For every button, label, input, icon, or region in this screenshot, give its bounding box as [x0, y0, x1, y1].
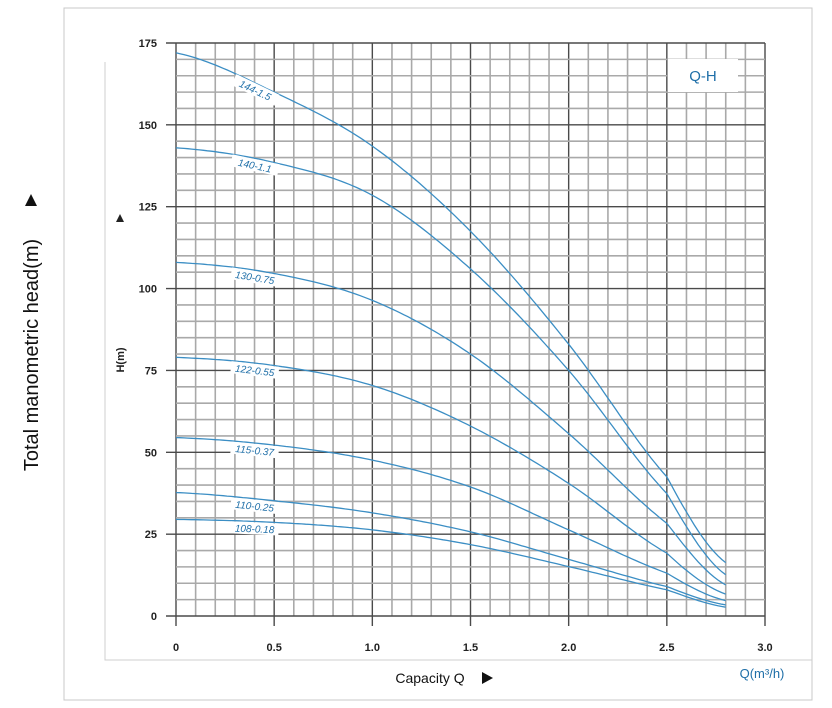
- x-tick-label: 1.0: [365, 642, 380, 654]
- x-tick-labels: 0 0.5 1.0 1.5 2.0 2.5 3.0: [173, 642, 773, 654]
- curve-110-0.25: [175, 491, 726, 606]
- curve-label-bg: [230, 521, 279, 536]
- curve-122-0.55: [175, 356, 726, 595]
- curve-label-text: 122-0.55: [234, 364, 275, 380]
- y-tick-label: 175: [139, 38, 157, 50]
- grid: [166, 42, 766, 626]
- y-tick-label: 25: [145, 529, 157, 541]
- curve-labels: 144-1.5140-1.1130-0.75122-0.55115-0.3711…: [230, 74, 280, 536]
- legend-box: [668, 59, 738, 92]
- x-tick-label: 0: [173, 642, 179, 654]
- x-tick-label: 0.5: [267, 642, 282, 654]
- x-axis-unit: Q(m³/h): [740, 666, 785, 681]
- y-tick-label: 50: [145, 447, 157, 459]
- x-tick-label: 2.5: [659, 642, 674, 654]
- y-tick-label: 75: [145, 365, 157, 377]
- y-axis-title-arrow-icon: [25, 194, 37, 206]
- curve-label-110-0.25: 110-0.25: [230, 497, 280, 515]
- y-tick-label: 100: [139, 284, 157, 296]
- curve-label-122-0.55: 122-0.55: [230, 361, 280, 380]
- curve-label-bg: [230, 441, 280, 459]
- x-tick-label: 1.5: [463, 642, 478, 654]
- curve-label-text: 115-0.37: [235, 444, 275, 459]
- curve-140-1.1: [175, 147, 727, 576]
- y-axis-inner-label: H(m): [115, 347, 127, 372]
- y-tick-label: 150: [139, 120, 157, 132]
- curve-label-115-0.37: 115-0.37: [230, 441, 280, 459]
- inner-frame: [104, 62, 812, 661]
- curve-label-108-0.18: 108-0.18: [230, 521, 279, 536]
- y-tick-label: 0: [151, 611, 157, 623]
- x-tick-label: 3.0: [757, 642, 772, 654]
- y-tick-labels: 0 25 50 75 100 125 150 175: [139, 38, 157, 623]
- y-axis-inner-arrow-icon: [116, 214, 124, 222]
- chart-title: Q-H: [689, 68, 717, 85]
- x-axis-title: Capacity Q: [395, 670, 464, 686]
- outer-frame: [63, 7, 813, 701]
- curves: [175, 52, 727, 608]
- y-axis-title: Total manometric head(m): [21, 239, 43, 471]
- curve-label-bg: [230, 497, 280, 515]
- curve-108-0.18: [175, 518, 726, 608]
- curve-label-bg: [230, 361, 280, 379]
- x-axis-arrow-icon: [482, 672, 493, 684]
- curve-130-0.75: [175, 261, 727, 586]
- curve-label-text: 108-0.18: [235, 524, 275, 537]
- y-tick-label: 125: [139, 202, 157, 214]
- x-tick-label: 2.0: [561, 642, 576, 654]
- curve-label-bg: [231, 74, 280, 106]
- curve-144-1.5: [175, 52, 727, 564]
- curve-label-text: 110-0.25: [235, 500, 275, 515]
- curve-label-bg: [230, 154, 280, 177]
- curve-label-bg: [230, 267, 280, 287]
- curve-115-0.37: [175, 436, 726, 602]
